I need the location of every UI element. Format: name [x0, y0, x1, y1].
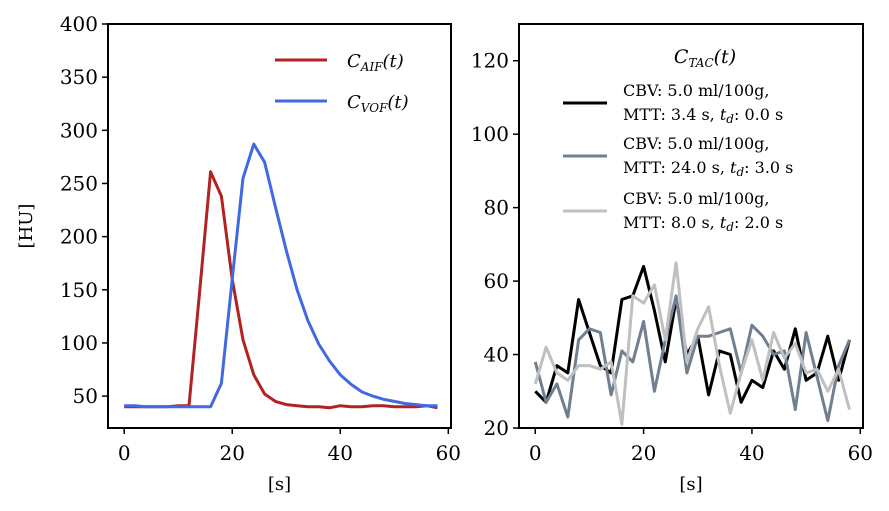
x-tick-label: 60: [848, 441, 873, 465]
x-axis-label: [s]: [679, 474, 702, 495]
y-tick-label: 50: [73, 384, 98, 408]
plot-frame: [107, 23, 452, 429]
y-tick-label: 40: [484, 343, 509, 367]
panel-1: 0 20 40 60 50 100 150 200 250 300 350 400 [s] [HU] CAI…: [16, 12, 461, 495]
legend-entry: CAIF(t): [347, 51, 404, 74]
y-tick-label: 400: [60, 12, 98, 36]
series-line-2: [124, 142, 438, 409]
y-tick-label: 250: [60, 171, 98, 195]
y-tick-label: 100: [471, 122, 509, 146]
x-tick-label: 0: [529, 441, 542, 465]
x-tick-label: 60: [436, 441, 461, 465]
x-tick-label: 0: [118, 441, 131, 465]
panel-2: 0 20 40 60 20 40 60 80 100 120 [s] CTAC(t) CBV: 5.0 …: [471, 23, 873, 495]
x-axis-label: [s]: [268, 474, 291, 495]
y-tick-label: 120: [471, 49, 509, 73]
y-tick-label: 200: [60, 225, 98, 249]
y-tick-label: 350: [60, 65, 98, 89]
legend-entry-line1: CBV: 5.0 ml/100g,: [623, 189, 770, 208]
series-line-3: [533, 261, 851, 426]
y-tick-label: 20: [484, 416, 509, 440]
x-tick-label: 40: [739, 441, 764, 465]
legend-entry-line2: MTT: 8.0 s, td: 2.0 s: [623, 213, 783, 234]
legend-entry-line2: MTT: 3.4 s, td: 0.0 s: [623, 105, 783, 126]
legend-entry-line1: CBV: 5.0 ml/100g,: [623, 134, 770, 153]
legend-entry-line1: CBV: 5.0 ml/100g,: [623, 81, 770, 100]
legend-entry: CVOF(t): [347, 92, 409, 115]
y-tick-label: 300: [60, 118, 98, 142]
x-tick-label: 20: [220, 441, 245, 465]
y-tick-label: 100: [60, 331, 98, 355]
legend-entry-line2: MTT: 24.0 s, td: 3.0 s: [623, 158, 793, 179]
series-line-2: [533, 294, 851, 423]
x-tick-label: 20: [631, 441, 656, 465]
y-tick-label: 80: [484, 196, 509, 220]
y-axis-label: [HU]: [16, 204, 37, 249]
y-tick-label: 60: [484, 269, 509, 293]
series-line-1: [124, 170, 438, 410]
y-tick-label: 150: [60, 278, 98, 302]
x-tick-label: 40: [328, 441, 353, 465]
plot-frame: [518, 23, 864, 429]
legend-title: CTAC(t): [674, 46, 736, 70]
